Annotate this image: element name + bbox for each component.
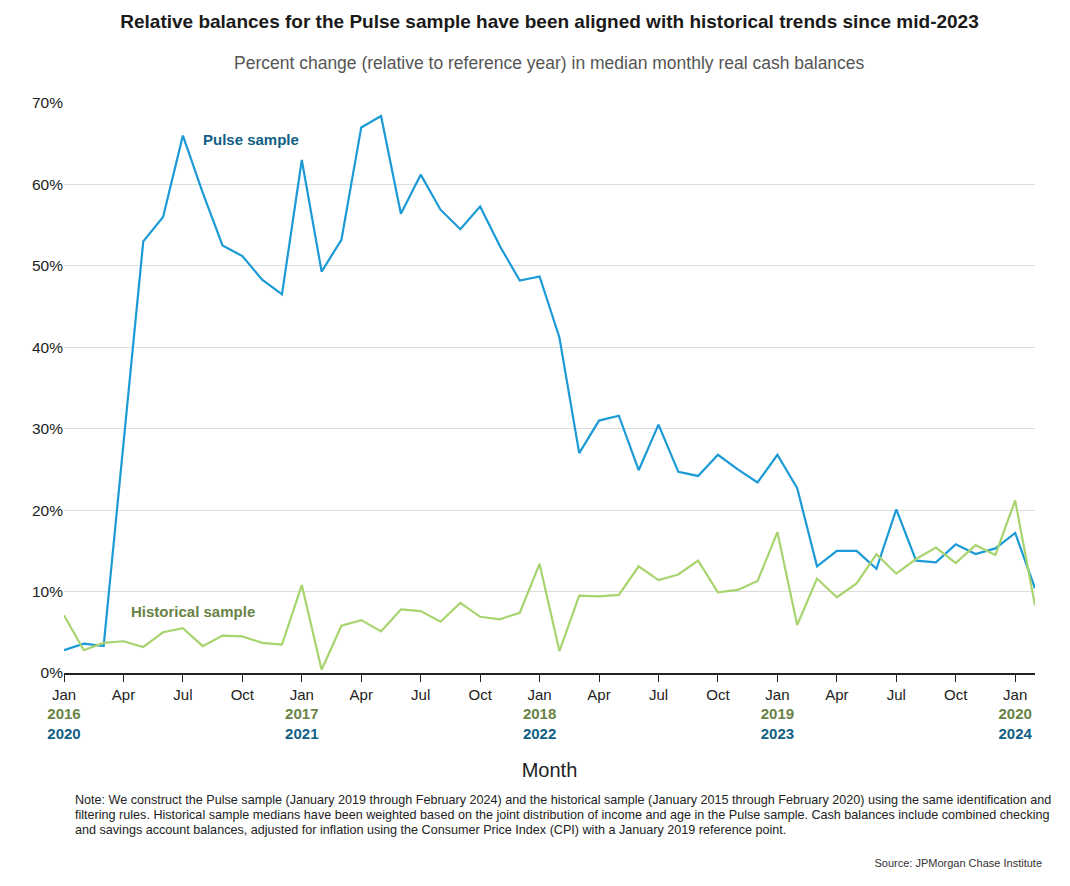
html-text:Source: JPMorgan Chase Institu: Source: JPMorgan Chase Institute <box>874 857 1042 869</box>
html-text:Note: We construct the Pulse s: Note: We construct the Pulse sample (Jan… <box>75 793 1052 837</box>
svg-text:70%: 70% <box>32 94 63 111</box>
svg-text:Jul: Jul <box>887 686 906 703</box>
svg-text:Percent change (relative to re: Percent change (relative to reference ye… <box>234 53 865 73</box>
svg-text:Jan20162020: Jan20162020 <box>47 686 80 742</box>
svg-text:Pulse sample: Pulse sample <box>203 131 299 148</box>
svg-text:Apr: Apr <box>825 686 848 703</box>
svg-text:10%: 10% <box>32 583 63 600</box>
svg-text:Oct: Oct <box>944 686 968 703</box>
svg-text:50%: 50% <box>32 257 63 274</box>
svg-text:Jan20182022: Jan20182022 <box>523 686 556 742</box>
svg-text:0%: 0% <box>41 664 64 681</box>
svg-text:Historical sample: Historical sample <box>131 603 255 620</box>
svg-text:40%: 40% <box>32 339 63 356</box>
svg-text:Jul: Jul <box>173 686 192 703</box>
svg-text:Oct: Oct <box>231 686 255 703</box>
svg-text:Jul: Jul <box>411 686 430 703</box>
svg-text:Month: Month <box>522 759 578 781</box>
svg-text:60%: 60% <box>32 176 63 193</box>
svg-text:Apr: Apr <box>587 686 610 703</box>
svg-text:Jan20202024: Jan20202024 <box>998 686 1032 742</box>
svg-text:Oct: Oct <box>468 686 492 703</box>
svg-text:Oct: Oct <box>706 686 730 703</box>
svg-text:Jul: Jul <box>649 686 668 703</box>
svg-text:Apr: Apr <box>350 686 373 703</box>
svg-text:Jan20192023: Jan20192023 <box>761 686 794 742</box>
svg-text:Apr: Apr <box>112 686 135 703</box>
svg-text:Relative balances for the Puls: Relative balances for the Pulse sample h… <box>120 11 978 32</box>
svg-text:30%: 30% <box>32 420 63 437</box>
svg-text:20%: 20% <box>32 502 63 519</box>
svg-text:Jan20172021: Jan20172021 <box>285 686 318 742</box>
